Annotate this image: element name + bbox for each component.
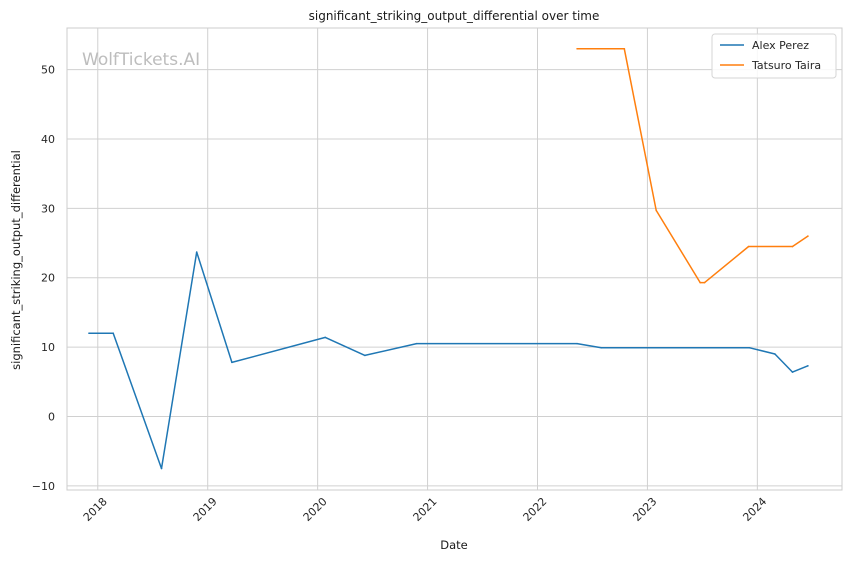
data-point-alex-perez <box>415 342 418 345</box>
x-tick-label: 2020 <box>301 495 330 524</box>
data-point-alex-perez <box>600 346 603 349</box>
data-point-tatsuro-taira <box>703 281 706 284</box>
data-point-tatsuro-taira <box>576 48 578 50</box>
x-tick-label: 2021 <box>411 495 440 524</box>
data-point-tatsuro-taira <box>807 235 809 237</box>
series-line-alex-perez <box>89 251 809 470</box>
legend-label-alex-perez: Alex Perez <box>752 39 809 52</box>
series-layer <box>88 48 809 470</box>
data-point-alex-perez <box>112 332 114 335</box>
data-point-tatsuro-taira <box>747 245 750 248</box>
x-tick-labels: 2018 2019 2020 2021 2022 2023 2024 <box>81 495 770 524</box>
data-point-tatsuro-taira <box>623 48 626 50</box>
data-point-tatsuro-taira <box>655 209 658 212</box>
y-tick-label: 50 <box>41 64 55 77</box>
data-point-alex-perez <box>576 342 578 345</box>
y-axis-label: significant_striking_output_differential <box>9 150 23 370</box>
y-tick-label: 10 <box>41 341 55 354</box>
data-point-alex-perez <box>364 354 366 357</box>
x-tick-label: 2024 <box>740 495 769 524</box>
y-tick-label: 40 <box>41 133 55 146</box>
plot-area <box>66 27 843 491</box>
data-point-tatsuro-taira <box>699 281 701 284</box>
x-tick-label: 2018 <box>81 495 110 524</box>
series-line-tatsuro-taira <box>577 48 809 284</box>
data-point-tatsuro-taira <box>791 245 794 248</box>
x-tick-label: 2019 <box>191 495 220 524</box>
x-tick-label: 2022 <box>521 495 550 524</box>
y-tick-label: 20 <box>41 272 55 285</box>
data-point-alex-perez <box>791 371 794 373</box>
x-tick-label: 2023 <box>630 495 659 524</box>
y-tick-labels: −10 0 10 20 30 40 50 <box>32 64 55 493</box>
x-axis-label: Date <box>440 538 468 552</box>
data-point-alex-perez <box>195 251 198 253</box>
watermark: WolfTickets.AI <box>82 50 200 70</box>
chart-title: significant_striking_output_differential… <box>309 9 600 23</box>
y-tick-label: −10 <box>32 480 55 493</box>
data-point-alex-perez <box>748 346 751 349</box>
y-tick-label: 30 <box>41 202 55 215</box>
y-tick-label: 0 <box>48 410 55 423</box>
legend: Alex Perez Tatsuro Taira <box>711 33 837 79</box>
data-point-alex-perez <box>88 332 90 335</box>
legend-label-tatsuro-taira: Tatsuro Taira <box>751 59 821 72</box>
data-point-alex-perez <box>774 353 776 355</box>
data-point-alex-perez <box>807 365 809 367</box>
data-point-alex-perez <box>324 336 327 339</box>
data-point-alex-perez <box>231 361 233 364</box>
data-point-alex-perez <box>160 467 163 470</box>
